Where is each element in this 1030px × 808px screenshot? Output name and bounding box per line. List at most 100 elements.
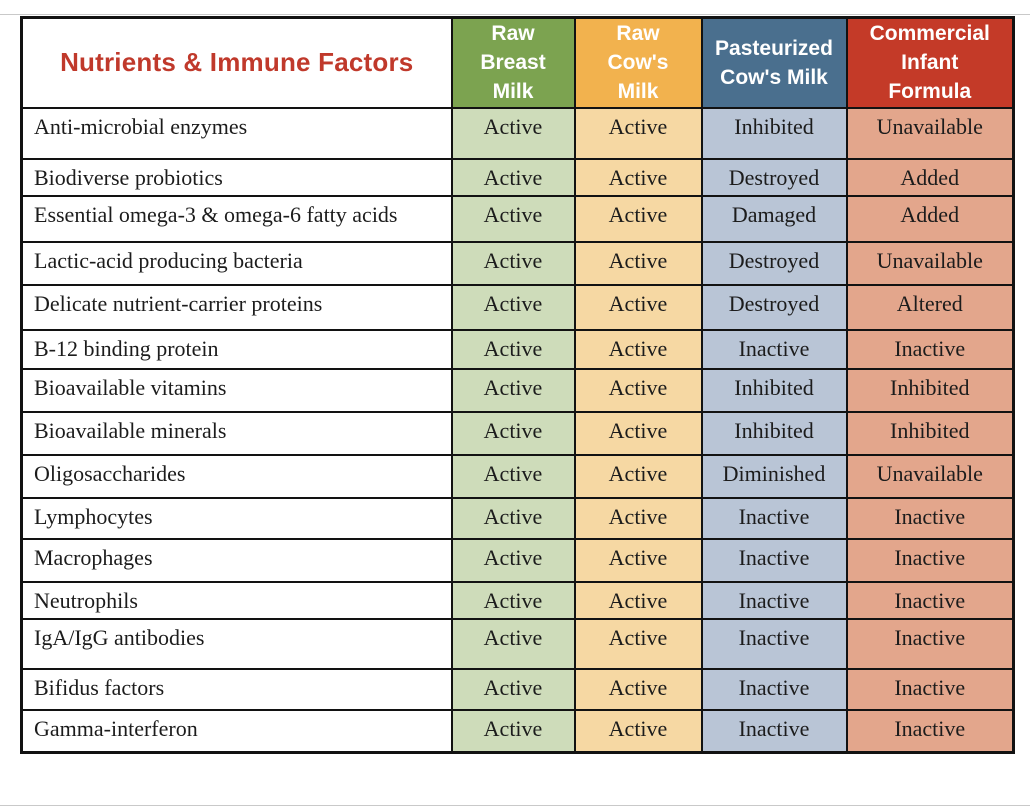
value-cell: Diminished <box>700 453 848 499</box>
row-label: Delicate nutrient-carrier proteins <box>20 283 453 331</box>
value-cell: Inactive <box>700 537 848 583</box>
value-cell: Unavailable <box>845 453 1015 499</box>
value-cell: Active <box>450 496 576 540</box>
value-cell: Inactive <box>700 580 848 620</box>
value-cell: Active <box>573 617 703 670</box>
value-cell: Added <box>845 194 1015 243</box>
value-cell: Active <box>573 496 703 540</box>
value-cell: Active <box>573 240 703 286</box>
value-cell: Active <box>450 580 576 620</box>
table-row: Biodiverse probiotics Active Active Destroy… <box>20 157 1015 197</box>
table-row: Oligosaccharides Active Active Diminished Un… <box>20 453 1015 499</box>
row-label: Biodiverse probiotics <box>20 157 453 197</box>
value-cell: Inactive <box>700 328 848 370</box>
value-cell: Inhibited <box>700 106 848 160</box>
milk-comparison-table-wrap: Nutrients & Immune Factors Raw Breast Mi… <box>20 16 1015 754</box>
value-cell: Damaged <box>700 194 848 243</box>
value-cell: Active <box>573 194 703 243</box>
table-row: Anti-microbial enzymes Active Active Inhibi… <box>20 106 1015 160</box>
value-cell: Active <box>450 106 576 160</box>
value-cell: Inactive <box>845 580 1015 620</box>
value-cell: Active <box>573 708 703 754</box>
value-cell: Active <box>450 537 576 583</box>
value-cell: Active <box>573 537 703 583</box>
table-title: Nutrients & Immune Factors <box>20 16 453 109</box>
value-cell: Active <box>450 410 576 456</box>
value-cell: Inactive <box>845 496 1015 540</box>
table-row: Essential omega-3 & omega-6 fatty acids A… <box>20 194 1015 243</box>
table-row: IgA/IgG antibodies Active Active Inactive In… <box>20 617 1015 670</box>
row-label: Lactic-acid producing bacteria <box>20 240 453 286</box>
value-cell: Destroyed <box>700 157 848 197</box>
value-cell: Inhibited <box>700 410 848 456</box>
row-label: Anti-microbial enzymes <box>20 106 453 160</box>
value-cell: Inhibited <box>845 410 1015 456</box>
value-cell: Unavailable <box>845 106 1015 160</box>
milk-comparison-table: Nutrients & Immune Factors Raw Breast Mi… <box>20 16 1015 754</box>
row-label: Essential omega-3 & omega-6 fatty acids <box>20 194 453 243</box>
value-cell: Altered <box>845 283 1015 331</box>
row-label: Bioavailable minerals <box>20 410 453 456</box>
value-cell: Inactive <box>845 537 1015 583</box>
value-cell: Active <box>450 157 576 197</box>
table-row: Bioavailable minerals Active Active Inhibit… <box>20 410 1015 456</box>
value-cell: Inactive <box>845 708 1015 754</box>
value-cell: Active <box>450 240 576 286</box>
page-top-rule <box>0 14 1030 15</box>
value-cell: Active <box>450 283 576 331</box>
table-row: Macrophages Active Active Inactive Inactive <box>20 537 1015 583</box>
table-row: Delicate nutrient-carrier proteins Active… <box>20 283 1015 331</box>
value-cell: Destroyed <box>700 240 848 286</box>
value-cell: Active <box>573 283 703 331</box>
value-cell: Inactive <box>700 708 848 754</box>
value-cell: Added <box>845 157 1015 197</box>
value-cell: Unavailable <box>845 240 1015 286</box>
value-cell: Active <box>573 106 703 160</box>
row-label: Lymphocytes <box>20 496 453 540</box>
value-cell: Active <box>450 194 576 243</box>
value-cell: Active <box>573 580 703 620</box>
column-header-raw-cows-milk: Raw Cow's Milk <box>573 16 703 109</box>
value-cell: Active <box>450 453 576 499</box>
value-cell: Active <box>450 667 576 711</box>
table-row: Neutrophils Active Active Inactive Inactive <box>20 580 1015 620</box>
value-cell: Inactive <box>700 617 848 670</box>
value-cell: Active <box>450 617 576 670</box>
column-header-pasteurized-cows-milk: Pasteurized Cow's Milk <box>700 16 848 109</box>
row-label: IgA/IgG antibodies <box>20 617 453 670</box>
table-row: Bifidus factors Active Active Inactive Inact… <box>20 667 1015 711</box>
row-label: Oligosaccharides <box>20 453 453 499</box>
page-bottom-rule <box>0 805 1030 806</box>
row-label: B-12 binding protein <box>20 328 453 370</box>
table-row: B-12 binding protein Active Active Inactive… <box>20 328 1015 370</box>
value-cell: Active <box>573 157 703 197</box>
column-header-commercial-infant-formula: Commercial Infant Formula <box>845 16 1015 109</box>
value-cell: Inactive <box>700 496 848 540</box>
table-body: Anti-microbial enzymes Active Active Inhibi… <box>20 106 1015 754</box>
value-cell: Inactive <box>845 667 1015 711</box>
value-cell: Destroyed <box>700 283 848 331</box>
value-cell: Inhibited <box>845 367 1015 413</box>
row-label: Macrophages <box>20 537 453 583</box>
value-cell: Active <box>450 328 576 370</box>
row-label: Bioavailable vitamins <box>20 367 453 413</box>
header-row: Nutrients & Immune Factors Raw Breast Mi… <box>20 16 1015 109</box>
row-label: Neutrophils <box>20 580 453 620</box>
table-row: Lymphocytes Active Active Inactive Inactive <box>20 496 1015 540</box>
table-row: Lactic-acid producing bacteria Active Acti… <box>20 240 1015 286</box>
column-header-raw-breast-milk: Raw Breast Milk <box>450 16 576 109</box>
value-cell: Inactive <box>845 617 1015 670</box>
value-cell: Active <box>573 453 703 499</box>
value-cell: Active <box>573 367 703 413</box>
value-cell: Active <box>450 708 576 754</box>
row-label: Gamma-interferon <box>20 708 453 754</box>
value-cell: Active <box>450 367 576 413</box>
value-cell: Active <box>573 667 703 711</box>
value-cell: Inactive <box>845 328 1015 370</box>
value-cell: Inactive <box>700 667 848 711</box>
table-row: Bioavailable vitamins Active Active Inhibit… <box>20 367 1015 413</box>
value-cell: Active <box>573 328 703 370</box>
value-cell: Active <box>573 410 703 456</box>
row-label: Bifidus factors <box>20 667 453 711</box>
value-cell: Inhibited <box>700 367 848 413</box>
